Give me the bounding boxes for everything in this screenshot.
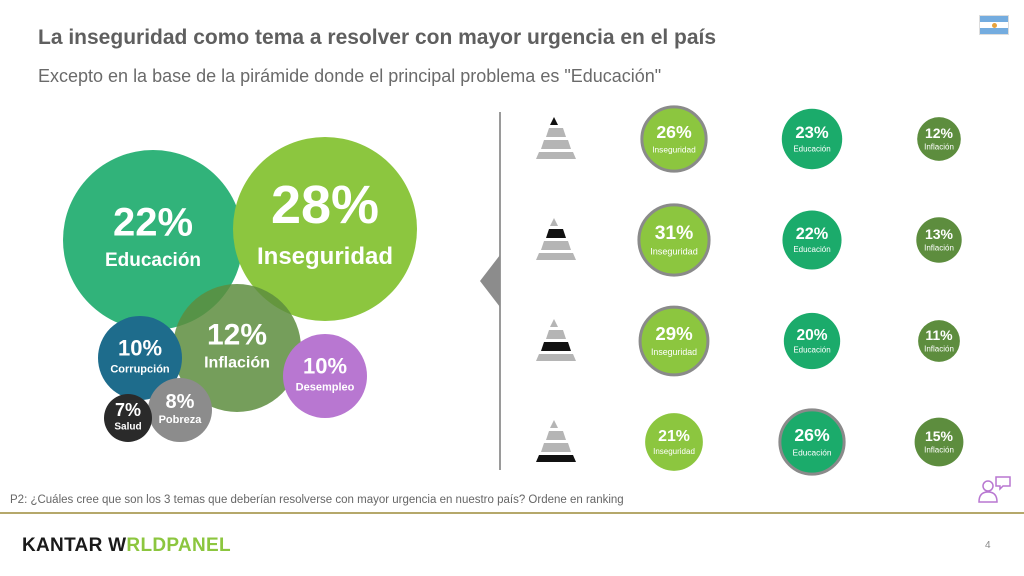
grid-value-educacion-level-2: 22% [796, 225, 829, 243]
grid-bubble-educacion-level-2 [782, 210, 842, 270]
pyramid-band-2 [546, 128, 566, 137]
grid-label-inseguridad-level-2: Inseguridad [650, 246, 698, 256]
footnote: P2: ¿Cuáles cree que son los 3 temas que… [10, 494, 624, 506]
grid-label-inseguridad-level-1: Inseguridad [652, 144, 696, 154]
grid-bubble-educacion-level-4 [778, 408, 846, 476]
page-number: 4 [985, 540, 991, 551]
kantar-worldpanel-logo: KANTAR WRLDPANEL [22, 535, 231, 556]
value-pobreza: 8% [166, 391, 195, 413]
value-salud: 7% [115, 400, 141, 420]
label-inseguridad: Inseguridad [257, 243, 393, 270]
divider [499, 112, 501, 470]
grid-value-inflacion-level-3: 11% [925, 327, 953, 343]
value-corrupcion: 10% [118, 336, 162, 361]
pointer-arrow-icon [480, 255, 500, 307]
grid-bubble-inflacion-level-1 [917, 117, 961, 161]
pyramid-level-3-icon [536, 319, 576, 361]
pyramid-level-4-icon [536, 420, 576, 462]
pyramid-band-1 [550, 218, 558, 226]
grid-bubble-inseguridad-level-2 [637, 203, 711, 277]
grid-bubble-inseguridad-level-1 [640, 105, 708, 173]
bubble-inflacion [173, 284, 301, 412]
grid-label-inseguridad-level-3: Inseguridad [651, 347, 697, 357]
bubble-educacion [63, 150, 243, 330]
pyramid-level-2-icon [536, 218, 576, 260]
grid-label-inseguridad-level-4: Inseguridad [653, 447, 695, 456]
grid-value-inseguridad-level-4: 21% [658, 428, 690, 445]
grid-bubble-inflacion-level-3 [918, 320, 960, 362]
grid-value-inflacion-level-4: 15% [925, 428, 954, 444]
pyramid-band-2 [546, 330, 566, 339]
label-corrupcion: Corrupción [110, 363, 170, 375]
grid-label-inflacion-level-3: Inflación [924, 345, 954, 354]
grid-label-inflacion-level-4: Inflación [924, 446, 954, 455]
bottom-rule [0, 512, 1024, 514]
pyramid-band-1 [550, 420, 558, 428]
grid-bubble-inflacion-level-2 [916, 217, 962, 263]
argentina-flag-icon [979, 15, 1009, 35]
pyramid-band-4 [536, 455, 576, 462]
grid-label-educacion-level-4: Educación [793, 447, 832, 457]
pyramid-band-1 [550, 117, 558, 125]
label-inflacion: Inflación [204, 355, 270, 372]
grid-label-educacion-level-3: Educación [793, 346, 830, 355]
pyramid-band-2 [546, 431, 566, 440]
grid-value-inflacion-level-2: 13% [925, 226, 954, 242]
value-desempleo: 10% [303, 354, 347, 379]
grid-value-inseguridad-level-3: 29% [655, 323, 693, 344]
pyramid-band-3 [541, 241, 571, 250]
label-educacion: Educación [105, 250, 201, 271]
grid-bubble-inseguridad-level-3 [638, 305, 710, 377]
bubble-salud [104, 394, 152, 442]
grid-label-inflacion-level-2: Inflación [924, 244, 954, 253]
grid-value-educacion-level-3: 20% [797, 327, 828, 344]
value-inseguridad: 28% [271, 175, 379, 235]
grid-value-inseguridad-level-1: 26% [656, 122, 692, 142]
pyramid-band-3 [541, 342, 571, 351]
pyramid-band-1 [550, 319, 558, 327]
bubble-pobreza [148, 378, 212, 442]
grid-label-educacion-level-2: Educación [793, 245, 830, 254]
pyramid-level-1-icon [536, 117, 576, 159]
bubble-inseguridad [233, 137, 417, 321]
bubble-corrupcion [98, 316, 182, 400]
pyramid-band-3 [541, 140, 571, 149]
value-educacion: 22% [113, 201, 193, 245]
pyramid-band-4 [536, 354, 576, 361]
pyramid-band-4 [536, 253, 576, 260]
pyramid-band-3 [541, 443, 571, 452]
page-subtitle: Excepto en la base de la pirámide donde … [38, 66, 662, 86]
grid-value-inseguridad-level-2: 31% [655, 223, 694, 244]
grid-bubble-educacion-level-1 [781, 108, 843, 170]
grid-bubble-educacion-level-3 [783, 312, 841, 370]
label-salud: Salud [114, 422, 141, 433]
grid-value-inflacion-level-1: 12% [925, 125, 954, 141]
bubble-desempleo [283, 334, 367, 418]
grid-bubble-inflacion-level-4 [914, 417, 964, 467]
grid-label-educacion-level-1: Educación [793, 144, 830, 153]
label-desempleo: Desempleo [296, 381, 355, 393]
label-pobreza: Pobreza [159, 414, 203, 426]
page-title: La inseguridad como tema a resolver con … [38, 26, 717, 49]
grid-label-inflacion-level-1: Inflación [924, 143, 954, 152]
grid-bubble-inseguridad-level-4 [645, 413, 703, 471]
grid-value-educacion-level-4: 26% [794, 425, 830, 445]
pyramid-band-2 [546, 229, 566, 238]
grid-value-educacion-level-1: 23% [795, 123, 828, 142]
pyramid-band-4 [536, 152, 576, 159]
people-icon [978, 476, 1011, 503]
value-inflacion: 12% [207, 319, 267, 352]
